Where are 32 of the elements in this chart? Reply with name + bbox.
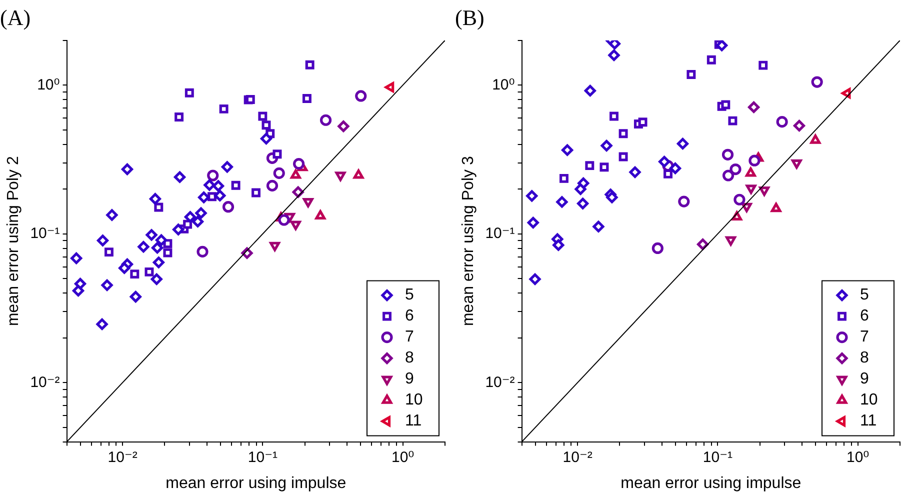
legend-label: 5 [405,286,414,304]
y-tick-label: 10⁻¹ [485,225,515,242]
legend-label: 7 [860,328,869,346]
y-tick-label: 10⁰ [37,76,60,94]
x-tick-label: 10⁻¹ [702,448,732,466]
x-tick-label: 10⁻² [108,448,138,466]
legend-label: 10 [860,392,878,409]
chart-title: (B) [455,4,484,30]
y-tick-label: 10⁻¹ [30,225,60,242]
legend-label: 10 [405,392,423,409]
legend-label: 5 [860,286,869,304]
x-axis-title: mean error using impulse [620,474,802,492]
y-axis-title: mean error using Poly 3 [460,156,478,326]
legend-label: 9 [860,370,869,388]
y-tick-label: 10⁻² [30,374,60,391]
y-axis-title: mean error using Poly 2 [5,156,22,326]
legend-label: 7 [405,328,414,346]
x-tick-label: 10⁰ [846,448,870,466]
legend-label: 8 [860,350,869,367]
x-axis-title: mean error using impulse [166,474,346,492]
y-tick-label: 10⁻² [485,374,515,391]
y-tick-label: 10⁰ [492,76,515,94]
x-tick-label: 10⁰ [391,448,414,466]
legend-label: 9 [405,370,414,388]
x-tick-label: 10⁻² [562,448,592,466]
legend-label: 6 [860,308,869,325]
legend-label: 6 [405,308,414,325]
legend-label: 11 [405,412,422,430]
legend-label: 11 [860,412,877,430]
x-tick-label: 10⁻¹ [248,448,278,466]
chart-title: (A) [0,4,31,30]
legend-label: 8 [405,350,414,367]
